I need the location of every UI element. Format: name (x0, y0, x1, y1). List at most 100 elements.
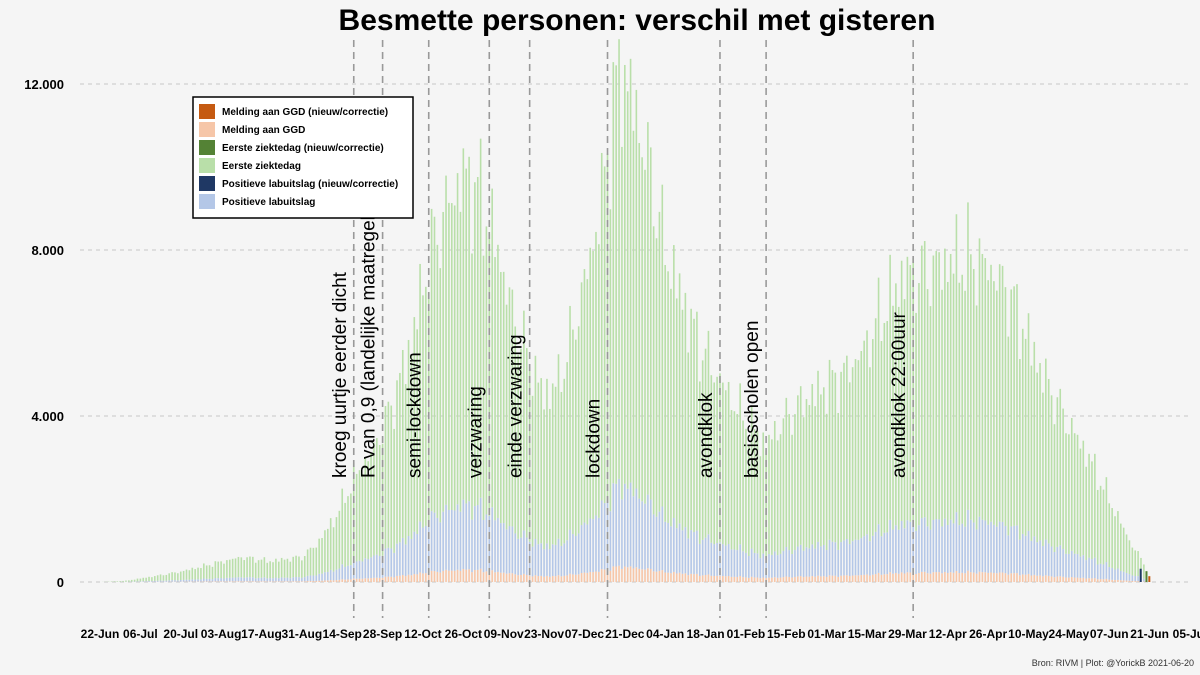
chart-title: Besmette personen: verschil met gisteren (339, 4, 936, 37)
legend: Melding aan GGD (nieuw/correctie) Melding… (192, 96, 414, 219)
bar-melding-208 (699, 575, 701, 582)
bar-melding-266 (866, 574, 868, 582)
bar-melding-82 (335, 580, 338, 582)
bar-melding-308 (987, 572, 989, 582)
bar-ziektedag-60 (272, 562, 274, 579)
bar-ziektedag-300 (964, 290, 966, 527)
y-tick-label-3: 12.000 (24, 77, 64, 92)
bar-melding-213 (713, 576, 715, 582)
bar-labuitslag-273 (886, 532, 889, 575)
x-tick-label-22: 26-Apr (969, 627, 1007, 641)
bar-ziektedag-344 (1091, 461, 1093, 560)
bar-melding-102 (393, 577, 395, 582)
bar-melding-175 (603, 569, 606, 582)
bar-ziektedag-159 (557, 354, 560, 539)
bar-labuitslag-269 (874, 531, 877, 575)
bar-ziektedag-356 (1125, 534, 1128, 573)
bar-ziektedag-131 (476, 177, 479, 506)
bar-ziektedag-176 (606, 153, 609, 501)
bar-labuitslag-192 (652, 514, 655, 572)
bar-ziektedag-69 (298, 556, 300, 578)
bar-melding-131 (476, 569, 479, 582)
bar-melding-46 (231, 581, 234, 582)
bar-labuitslag-335 (1065, 553, 1067, 578)
bar-labuitslag-19 (154, 580, 156, 582)
bar-melding-190 (647, 568, 649, 582)
bar-melding-54 (254, 581, 257, 582)
bar-ziektedag-260 (848, 382, 851, 545)
bar-labuitslag-26 (174, 580, 176, 582)
bar-labuitslag-61 (275, 577, 277, 582)
bar-melding-239 (788, 576, 790, 582)
bar-labuitslag-35 (200, 579, 202, 582)
bar-melding-198 (670, 573, 672, 582)
bar-labuitslag-246 (808, 548, 811, 577)
bar-labuitslag-38 (208, 578, 211, 582)
bar-ziektedag-156 (549, 408, 551, 550)
bar-ziektedag-219 (730, 410, 733, 550)
bar-melding-240 (791, 577, 793, 582)
bar-melding-36 (203, 581, 205, 582)
bar-ziektedag-297 (955, 214, 958, 513)
bar-melding-251 (822, 576, 825, 582)
bar-labuitslag-197 (667, 522, 669, 573)
x-tick-label-17: 15-Feb (767, 627, 806, 641)
bar-melding-85 (344, 579, 346, 582)
bar-ziektedag-262 (854, 359, 857, 540)
bar-labuitslag-214 (716, 543, 718, 576)
bar-ziektedag-140 (502, 271, 505, 524)
bar-ziektedag-25 (171, 572, 173, 581)
bar-melding-156 (549, 576, 551, 582)
bar-ziektedag-251 (822, 387, 825, 545)
bar-ziektedag-107 (407, 339, 410, 537)
bar-labuitslag-342 (1085, 560, 1087, 579)
bar-ziektedag-36 (203, 563, 205, 579)
bar-ziektedag-59 (269, 561, 271, 579)
bar-ziektedag-179 (615, 65, 617, 484)
bar-labuitslag-207 (696, 530, 698, 574)
bar-labuitslag-33 (194, 579, 196, 582)
bar-melding-270 (877, 572, 880, 582)
bar-labuitslag-118 (439, 522, 442, 573)
bar-labuitslag-328 (1045, 539, 1047, 576)
bar-ziektedag-348 (1102, 489, 1105, 565)
bar-melding-169 (586, 572, 589, 582)
bar-ziektedag-328 (1045, 358, 1047, 540)
bar-ziektedag-225 (748, 445, 750, 556)
bar-ziektedag-252 (825, 413, 828, 551)
bar-labuitslag-123 (453, 510, 456, 571)
bar-melding-142 (508, 573, 511, 582)
bar-ziektedag-309 (990, 264, 992, 522)
bar-labuitslag-308 (987, 524, 989, 573)
bar-melding-98 (381, 577, 384, 582)
bar-ziektedag-202 (681, 309, 684, 531)
bar-melding-324 (1033, 574, 1036, 582)
bar-melding-71 (303, 581, 306, 582)
bar-labuitslag-323 (1030, 540, 1033, 576)
bar-labuitslag-267 (869, 541, 871, 576)
bar-ziektedag-206 (693, 318, 695, 532)
bar-melding-143 (511, 573, 514, 582)
bar-labuitslag-294 (946, 525, 949, 573)
bar-ziektedag-24 (168, 573, 170, 581)
bar-ziektedag-319 (1019, 359, 1021, 540)
bar-melding-87 (350, 579, 352, 582)
bar-ziektedag-198 (670, 288, 672, 527)
bar-ziektedag-224 (745, 428, 747, 553)
bar-melding-90 (358, 578, 361, 582)
bar-ziektedag-313 (1001, 265, 1004, 522)
bar-ziektedag-154 (543, 409, 545, 550)
bar-labuitslag-59 (269, 578, 271, 582)
bar-ziektedag-151 (534, 355, 537, 540)
bar-ziektedag-133 (482, 255, 485, 521)
bar-ziektedag-143 (511, 289, 514, 527)
bar-ziektedag-99 (384, 405, 387, 549)
bar-ziektedag-56 (260, 559, 263, 578)
bar-melding-192 (652, 571, 655, 582)
y-tick-label-1: 4.000 (31, 409, 64, 424)
bar-labuitslag-333 (1059, 545, 1062, 577)
bar-labuitslag-355 (1122, 571, 1125, 581)
bar-melding-253 (828, 575, 831, 582)
bar-ziektedag-192 (652, 226, 655, 515)
bar-labuitslag-253 (828, 539, 831, 576)
